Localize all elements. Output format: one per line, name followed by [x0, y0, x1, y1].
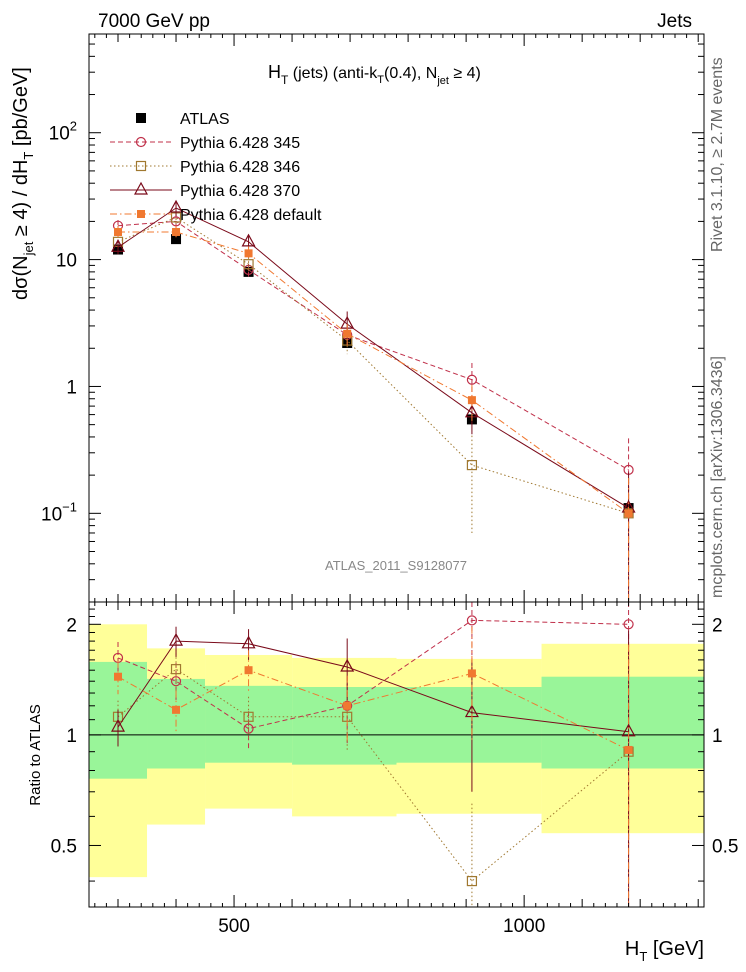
data-point: [243, 711, 254, 722]
data-point: [343, 329, 352, 338]
y-axis-label-main: dσ(Njet ≥ 4) / dHT [pb/GeV]: [10, 67, 36, 300]
header-left: 7000 GeV pp: [98, 11, 210, 32]
data-point: [110, 239, 126, 252]
main-series-layer: [110, 199, 636, 602]
series-pythia-6-428-default: [114, 225, 633, 602]
data-point: [623, 619, 634, 630]
data-point: [243, 259, 254, 270]
rivet-label: Rivet 3.1.10, ≥ 2.7M events: [709, 57, 726, 252]
data-point: [466, 615, 478, 626]
legend-label: Pythia 6.428 370: [180, 183, 300, 200]
y-tick-label: 1: [66, 726, 77, 747]
chart-title: HT (jets) (anti-kT(0.4), Njet ≥ 4): [268, 62, 481, 87]
legend-marker: [133, 181, 149, 195]
data-point: [169, 632, 184, 646]
ratio-band-inner: [541, 676, 704, 769]
legend-entry: Pythia 6.428 370: [110, 181, 300, 200]
data-point: [466, 875, 478, 887]
series-line: [117, 220, 629, 471]
series-line: [117, 668, 629, 882]
data-point: [244, 666, 253, 675]
data-point: [467, 669, 476, 678]
data-point: [110, 718, 126, 732]
y-tick-label: 1: [66, 377, 77, 398]
series-line: [118, 231, 629, 514]
legend-label: ATLAS: [180, 111, 230, 128]
series-line: [117, 207, 629, 509]
y-tick-label-right: 0.5: [712, 836, 738, 857]
y-tick-label-right: 2: [712, 615, 723, 636]
series-atlas: [113, 234, 634, 514]
header-right: Jets: [657, 11, 692, 32]
data-point: [343, 701, 352, 710]
series-pythia-6-428-370: [110, 199, 636, 602]
series-line: [117, 669, 629, 751]
ratio-uncertainty-bands: [89, 624, 704, 878]
legend-label: Pythia 6.428 default: [180, 207, 322, 224]
svg-text:HT (jets) (anti-kT(0.4), Njet: HT (jets) (anti-kT(0.4), Njet ≥ 4): [268, 62, 481, 87]
series-line: [117, 640, 629, 733]
legend-label: Pythia 6.428 345: [180, 135, 300, 152]
data-point: [172, 705, 181, 714]
data-point: [114, 227, 123, 236]
data-point: [241, 635, 256, 649]
data-point: [172, 227, 181, 236]
y-axis-label-ratio: Ratio to ATLAS: [27, 704, 44, 805]
y-tick-label: 10: [56, 251, 77, 272]
ratio-band-inner: [396, 687, 542, 763]
y-tick-label: 0.5: [51, 836, 77, 857]
x-tick-label: 1000: [503, 916, 545, 937]
y-tick-label: 102: [49, 119, 77, 145]
svg-text:HT [GeV]: HT [GeV]: [625, 938, 704, 964]
data-point: [243, 264, 254, 275]
legend-marker: [135, 160, 147, 172]
legend-entry: Pythia 6.428 default: [110, 207, 322, 224]
data-point: [114, 672, 123, 681]
ratio-band-inner: [292, 687, 397, 765]
x-axis-label: HT [GeV]: [625, 938, 704, 964]
data-point: [467, 396, 476, 405]
legend-entry: Pythia 6.428 346: [110, 159, 300, 176]
y-tick-label: 10−1: [41, 499, 77, 525]
data-point: [466, 459, 478, 471]
data-point: [466, 374, 478, 385]
series-line: [117, 216, 629, 514]
axes-layer: 500 1000 10−1 1 10 102 0.5 0.5 1 1 2 2: [41, 33, 738, 937]
y-tick-label: 2: [66, 615, 77, 636]
legend-marker: [137, 210, 145, 218]
legend-marker: [135, 136, 147, 148]
legend-entry: Pythia 6.428 345: [110, 135, 300, 152]
svg-text:dσ(Njet ≥ 4) / dHT [pb/GeV]: dσ(Njet ≥ 4) / dHT [pb/GeV]: [10, 67, 36, 300]
ratio-series-layer: [110, 602, 636, 907]
data-point: [241, 233, 256, 247]
y-tick-label-right: 1: [712, 726, 723, 747]
data-point: [171, 234, 182, 245]
analysis-id: ATLAS_2011_S9128077: [325, 558, 467, 573]
legend-marker: [136, 113, 146, 123]
legend: ATLAS Pythia 6.428 345 Pythia 6.428 346 Pyt…: [110, 111, 322, 224]
legend-entry: ATLAS: [136, 111, 230, 128]
data-point: [170, 664, 182, 675]
data-point: [624, 509, 633, 518]
data-point: [169, 199, 184, 213]
mcplots-label: mcplots.cern.ch [arXiv:1306.3436]: [709, 356, 726, 598]
data-point: [624, 745, 633, 754]
series-pythia-6-428-default: [114, 626, 633, 907]
x-tick-label: 500: [218, 916, 250, 937]
data-point: [340, 658, 355, 672]
legend-label: Pythia 6.428 346: [180, 159, 300, 176]
series-pythia-6-428-346: [112, 210, 634, 602]
series-pythia-6-428-370: [110, 626, 636, 907]
data-point: [244, 249, 253, 258]
series-pythia-6-428-345: [112, 214, 634, 552]
series-line: [117, 619, 629, 730]
